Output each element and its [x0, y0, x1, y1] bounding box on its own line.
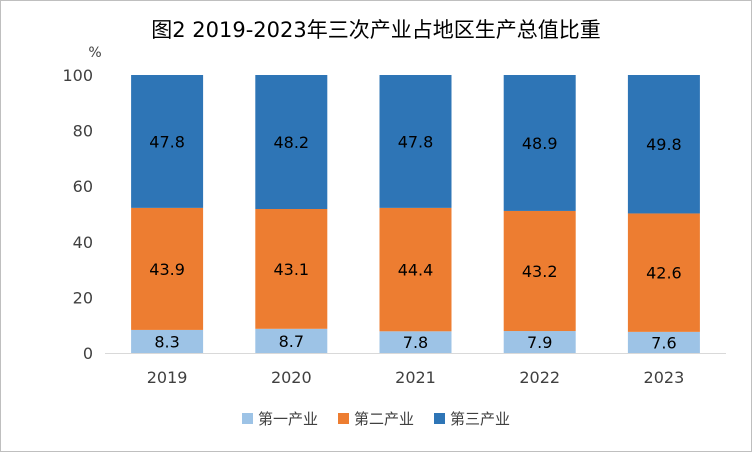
bar-segment: [627, 75, 700, 214]
data-label: 43.9: [149, 260, 185, 279]
y-tick-label: 0: [83, 344, 93, 363]
data-label: 47.8: [149, 132, 185, 151]
legend-item: 第一产业: [241, 408, 318, 429]
legend-label: 第三产业: [450, 410, 511, 428]
bar-segment: [255, 328, 328, 353]
bar-segment: [503, 75, 576, 211]
x-tick-label: 2020: [271, 368, 312, 387]
bar-segment: [255, 208, 328, 329]
bar-segment: [379, 207, 452, 332]
bar-segment: [131, 329, 204, 353]
data-label: 43.2: [522, 262, 558, 281]
data-label: 44.4: [398, 261, 434, 280]
bar-segment: [503, 210, 576, 332]
bar-segment: [255, 75, 328, 209]
data-label: 7.8: [403, 333, 428, 352]
y-tick-label: 40: [73, 233, 93, 252]
legend-swatch: [434, 413, 445, 424]
bar-segment: [131, 207, 204, 330]
x-tick-label: 2019: [147, 368, 188, 387]
y-tick-label: 80: [73, 122, 93, 141]
x-tick-label: 2023: [644, 368, 685, 387]
y-tick-label: 20: [73, 288, 93, 307]
data-label: 8.7: [279, 332, 304, 351]
y-tick-label: 100: [62, 66, 93, 85]
data-label: 49.8: [646, 135, 682, 154]
chart-title: 图2 2019-2023年三次产业占地区生产总值比重: [151, 18, 601, 42]
data-label: 43.1: [273, 260, 309, 279]
legend-item: 第二产业: [337, 408, 414, 429]
data-label: 48.2: [273, 133, 309, 152]
legend-label: 第一产业: [257, 410, 318, 428]
y-tick-label: 60: [73, 177, 93, 196]
bar-segment: [379, 75, 452, 208]
bar-segment: [627, 213, 700, 332]
legend-swatch: [337, 413, 349, 424]
x-tick-label: 2021: [395, 368, 436, 387]
legend-item: 第三产业: [434, 408, 510, 429]
bar-segment: [131, 75, 204, 208]
x-tick-label: 2022: [519, 368, 560, 387]
legend-label: 第二产业: [353, 410, 414, 428]
data-label: 42.6: [646, 264, 682, 283]
data-label: 8.3: [154, 332, 179, 351]
y-axis-unit-label: %: [88, 45, 101, 61]
chart-legend: 第一产业 第二产业 第三产业: [0, 408, 752, 429]
legend-swatch: [241, 413, 253, 424]
data-label: 48.9: [522, 134, 558, 153]
bar-segment: [503, 331, 576, 353]
data-label: 7.6: [651, 333, 676, 352]
bar-segment: [379, 331, 452, 353]
data-label: 47.8: [398, 132, 434, 151]
data-label: 7.9: [527, 333, 552, 352]
bar-segment: [627, 331, 700, 353]
